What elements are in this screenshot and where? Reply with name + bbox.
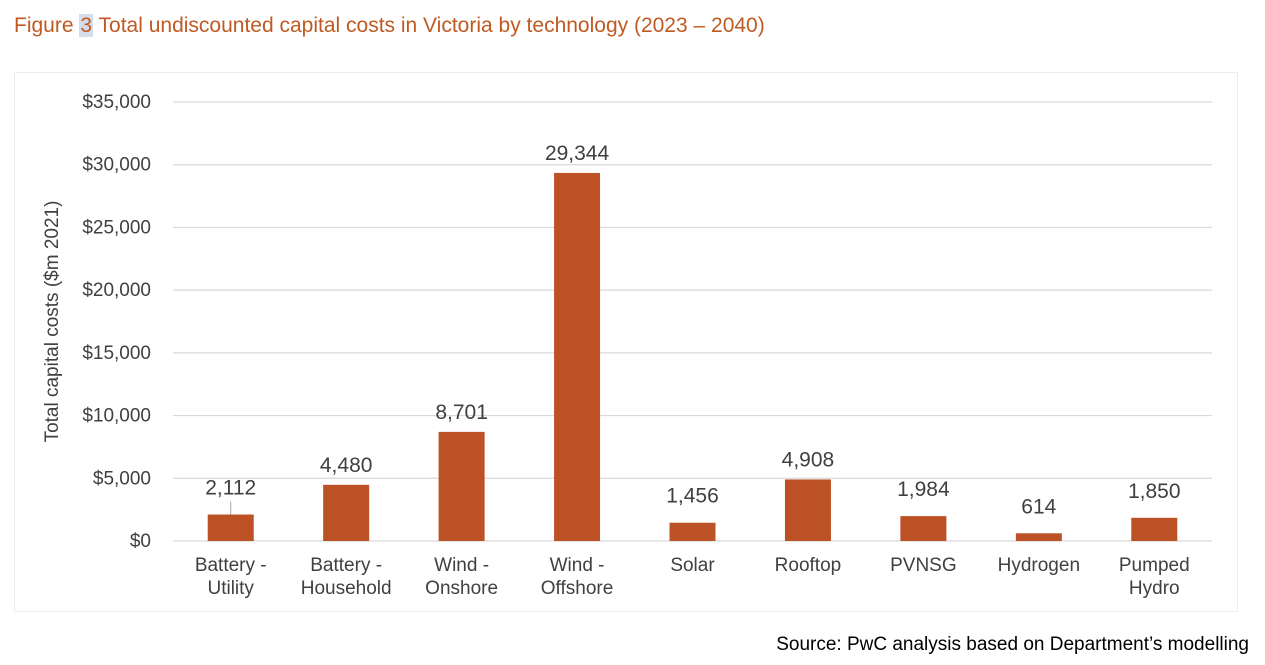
- x-tick-label: Offshore: [541, 578, 614, 599]
- bar: [323, 484, 370, 541]
- x-tick-label: Battery -: [310, 555, 382, 576]
- bar: [669, 522, 716, 541]
- bar: [784, 479, 831, 541]
- data-label: 1,456: [666, 485, 719, 508]
- y-tick-label: $35,000: [82, 92, 151, 113]
- bar: [438, 431, 485, 541]
- x-tick-label: PVNSG: [890, 555, 957, 576]
- x-tick-label: Pumped: [1119, 555, 1190, 576]
- y-axis-title: Total capital costs ($m 2021): [42, 201, 63, 443]
- y-tick-label: $5,000: [93, 468, 151, 489]
- data-label: 8,701: [435, 401, 488, 424]
- data-label: 1,984: [897, 478, 950, 501]
- figure-title: Figure 3 Total undiscounted capital cost…: [14, 14, 765, 38]
- data-label: 1,850: [1128, 480, 1181, 503]
- data-label: 614: [1021, 495, 1056, 518]
- bar: [1131, 517, 1178, 541]
- figure-title-text: Total undiscounted capital costs in Vict…: [98, 14, 765, 37]
- y-tick-label: $10,000: [82, 406, 151, 427]
- data-label: 4,908: [782, 448, 835, 471]
- bar: [1015, 533, 1062, 541]
- x-tick-label: Wind -: [434, 555, 489, 576]
- x-tick-label: Household: [301, 578, 392, 599]
- bar: [900, 516, 947, 541]
- x-tick-label: Hydro: [1129, 578, 1180, 599]
- chart-frame: $0 $5,000 $10,000 $15,000 $20,000 $25,000 $30,…: [14, 72, 1238, 612]
- x-tick-label: Solar: [670, 555, 715, 576]
- data-label: 2,112: [205, 477, 256, 500]
- x-tick-label: Hydrogen: [998, 555, 1080, 576]
- x-tick-label: Onshore: [425, 578, 498, 599]
- x-tick-label: Wind -: [550, 555, 605, 576]
- x-tick-label: Battery -: [195, 555, 267, 576]
- bar-chart: $0 $5,000 $10,000 $15,000 $20,000 $25,000 $30,…: [42, 92, 1212, 599]
- y-tick-label: $15,000: [82, 343, 151, 364]
- x-tick-label: Utility: [207, 578, 254, 599]
- figure-label-prefix: Figure: [14, 14, 74, 37]
- bar: [207, 514, 254, 541]
- y-tick-label: $25,000: [82, 217, 151, 238]
- y-tick-label: $20,000: [82, 280, 151, 301]
- y-tick-label: $30,000: [82, 155, 151, 176]
- data-label: 4,480: [320, 454, 373, 477]
- y-tick-label: $0: [130, 531, 151, 552]
- x-tick-label: Rooftop: [775, 555, 842, 576]
- source-note: Source: PwC analysis based on Department…: [776, 634, 1249, 655]
- figure-number: 3: [79, 14, 94, 37]
- data-label: 29,344: [545, 142, 610, 165]
- bar: [554, 172, 601, 542]
